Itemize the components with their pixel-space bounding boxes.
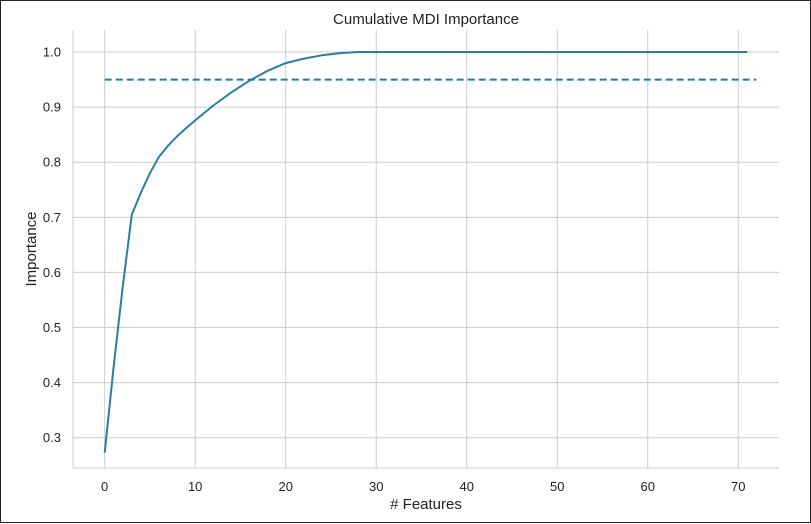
y-tick-label: 1.0 [43,45,61,60]
y-tick-label: 0.6 [43,265,61,280]
x-tick-label: 20 [278,479,292,494]
x-axis-label: # Features [390,496,462,513]
x-tick-label: 40 [459,479,473,494]
tick-labels: 0 10 20 30 40 50 60 70 0.3 0.4 0.5 0.6 0.7 0.8 0.9 1.0 [43,45,746,494]
y-axis-label: Importance [23,211,40,286]
cumulative-importance-line [103,51,748,453]
chart-title: Cumulative MDI Importance [333,11,519,28]
axes-spines [72,30,779,469]
y-tick-label: 0.5 [43,320,61,335]
x-tick-label: 50 [550,479,564,494]
y-tick-label: 0.8 [43,155,61,170]
y-tick-label: 0.9 [43,100,61,115]
x-tick-label: 10 [188,479,202,494]
series-group [103,51,757,453]
x-tick-label: 30 [369,479,383,494]
grid [73,30,779,468]
x-tick-label: 70 [731,479,745,494]
x-tick-label: 60 [641,479,655,494]
y-tick-label: 0.7 [43,210,61,225]
y-tick-label: 0.4 [43,375,61,390]
y-tick-label: 0.3 [43,430,61,445]
x-tick-label: 0 [101,479,108,494]
